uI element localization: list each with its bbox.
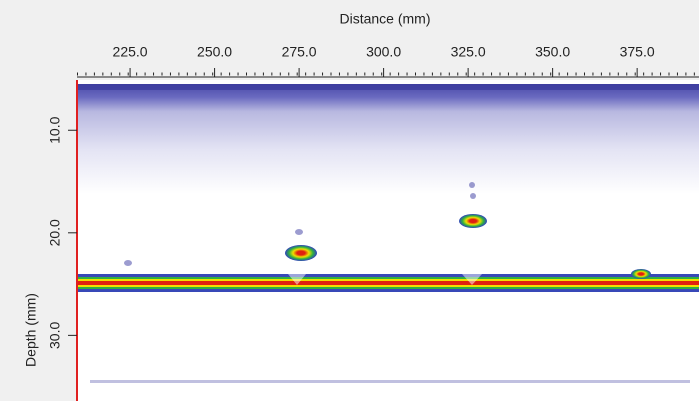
y-tick-label: 20.0 — [47, 219, 63, 246]
x-tick-label: 375.0 — [620, 44, 655, 60]
x-tick-label: 325.0 — [451, 44, 486, 60]
surface-line — [77, 84, 699, 90]
x-tick-label: 300.0 — [366, 44, 401, 60]
noise-line — [90, 380, 690, 383]
x-tick-label: 250.0 — [197, 44, 232, 60]
y-tick-label: 30.0 — [47, 322, 63, 349]
backwall-echo — [77, 269, 699, 292]
y-tick-label: 10.0 — [47, 116, 63, 143]
x-tick-label: 275.0 — [282, 44, 317, 60]
x-tick-label: 350.0 — [535, 44, 570, 60]
surface-echo — [77, 84, 699, 194]
speckle — [124, 182, 476, 266]
y-axis-title: Depth (mm) — [23, 293, 39, 367]
x-tick-label: 225.0 — [113, 44, 148, 60]
defect-echo — [459, 214, 487, 228]
x-axis-title: Distance (mm) — [339, 11, 430, 27]
defect-echo — [285, 245, 317, 261]
